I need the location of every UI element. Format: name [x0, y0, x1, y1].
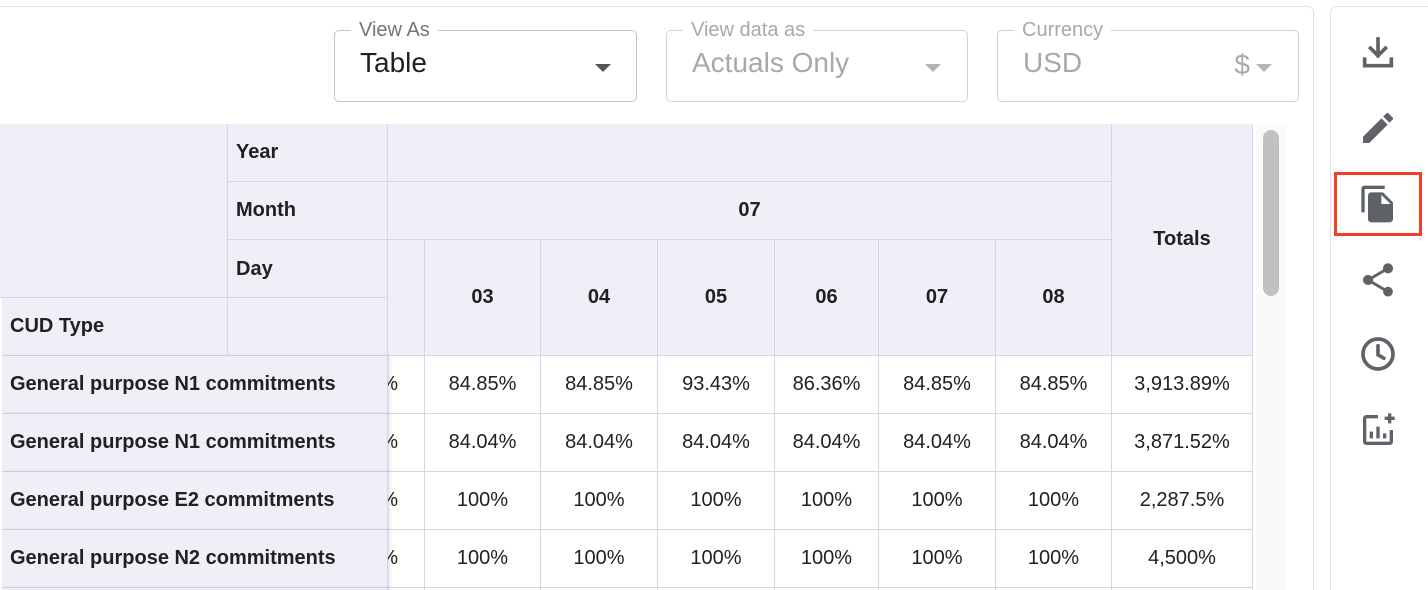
day-header: Day [228, 240, 388, 298]
value-cell: 100% [541, 530, 658, 588]
view-data-as-value: Actuals Only [692, 47, 850, 78]
totals-header[interactable]: Totals [1112, 124, 1253, 356]
add-chart-icon [1363, 413, 1395, 445]
value-cell: 100% [658, 472, 775, 530]
currency-label: Currency [1014, 18, 1112, 42]
row-label[interactable]: General purpose E2 commitments [2, 472, 388, 530]
currency-select[interactable]: Currency USD $ [997, 18, 1299, 102]
cud-type-header[interactable]: CUD Type [2, 298, 228, 356]
currency-value: USD [1023, 47, 1083, 78]
month-value-cell: 07 [388, 182, 1112, 240]
value-cell: 84.04% [425, 414, 541, 472]
value-cell: 100% [541, 472, 658, 530]
clipped-value-cell: 5% [388, 356, 425, 414]
total-cell: 3,913.89% [1112, 356, 1253, 414]
value-cell: 100% [658, 530, 775, 588]
copy-button[interactable] [1334, 172, 1422, 236]
value-cell [388, 588, 425, 590]
value-cell: 100% [879, 472, 996, 530]
value-cell: 100% [996, 472, 1112, 530]
value-cell: 86.36% [775, 356, 879, 414]
total-cell: 2,287.5% [1112, 472, 1253, 530]
value-cell: 100% [775, 530, 879, 588]
value-cell [658, 588, 775, 590]
chevron-down-icon [595, 64, 611, 72]
clipped-value-cell: 4% [388, 414, 425, 472]
download-icon [1362, 37, 1394, 68]
clipped-value-cell: % [388, 472, 425, 530]
view-as-value: Table [360, 47, 427, 78]
value-cell: 84.04% [879, 414, 996, 472]
value-cell: 84.04% [541, 414, 658, 472]
add-chart-button[interactable] [1334, 398, 1422, 462]
value-cell [425, 588, 541, 590]
total-cell [1112, 588, 1253, 590]
history-icon [1361, 337, 1395, 371]
value-cell: 100% [879, 530, 996, 588]
value-cell: 100% [775, 472, 879, 530]
value-cell: 84.04% [775, 414, 879, 472]
row-label[interactable]: General purpose N2 commitments [2, 530, 388, 588]
view-data-as-select[interactable]: View data as Actuals Only [666, 18, 968, 102]
view-as-label: View As [351, 18, 438, 42]
edit-icon [1363, 112, 1394, 143]
year-header: Year [228, 124, 388, 182]
chevron-down-icon [1256, 64, 1272, 72]
view-data-as-label: View data as [683, 18, 814, 42]
cud-type-header-spacer [228, 298, 388, 356]
value-cell [775, 588, 879, 590]
value-cell: 100% [996, 530, 1112, 588]
day-column-header[interactable]: 08 [996, 240, 1112, 356]
row-label[interactable] [2, 588, 388, 590]
value-cell [879, 588, 996, 590]
download-button[interactable] [1334, 22, 1422, 86]
vertical-scrollbar[interactable] [1256, 124, 1286, 590]
header-corner [0, 124, 228, 298]
value-cell: 84.04% [658, 414, 775, 472]
value-cell: 100% [425, 530, 541, 588]
clipped-value-cell: % [388, 530, 425, 588]
day-column-header[interactable]: 05 [658, 240, 775, 356]
day-column-header[interactable]: 07 [879, 240, 996, 356]
value-cell: 84.85% [879, 356, 996, 414]
year-value-cell [388, 124, 1112, 182]
history-button[interactable] [1334, 322, 1422, 386]
value-cell [996, 588, 1112, 590]
total-cell: 4,500% [1112, 530, 1253, 588]
view-as-select[interactable]: View As Table [334, 18, 637, 102]
day-column-header[interactable]: 03 [425, 240, 541, 356]
day-clipped-cell [388, 240, 425, 356]
month-header: Month [228, 182, 388, 240]
share-button[interactable] [1334, 248, 1422, 312]
copy-icon [1361, 185, 1393, 223]
row-label[interactable]: General purpose N1 commitments [2, 414, 388, 472]
chevron-down-icon [925, 64, 941, 72]
value-cell: 84.04% [996, 414, 1112, 472]
currency-symbol: $ [1234, 49, 1250, 80]
value-cell: 84.85% [541, 356, 658, 414]
scrollbar-thumb[interactable] [1263, 130, 1279, 296]
pivot-table: Year Month Day CUD Type 07 03 04 05 06 0… [0, 124, 1254, 590]
day-column-header[interactable]: 04 [541, 240, 658, 356]
value-cell: 93.43% [658, 356, 775, 414]
share-icon [1362, 263, 1394, 297]
day-column-header[interactable]: 06 [775, 240, 879, 356]
total-cell: 3,871.52% [1112, 414, 1253, 472]
right-toolbar [1330, 6, 1428, 590]
row-label[interactable]: General purpose N1 commitments [2, 356, 388, 414]
value-cell: 84.85% [425, 356, 541, 414]
edit-button[interactable] [1334, 96, 1422, 160]
value-cell: 84.85% [996, 356, 1112, 414]
value-cell: 100% [425, 472, 541, 530]
value-cell [541, 588, 658, 590]
